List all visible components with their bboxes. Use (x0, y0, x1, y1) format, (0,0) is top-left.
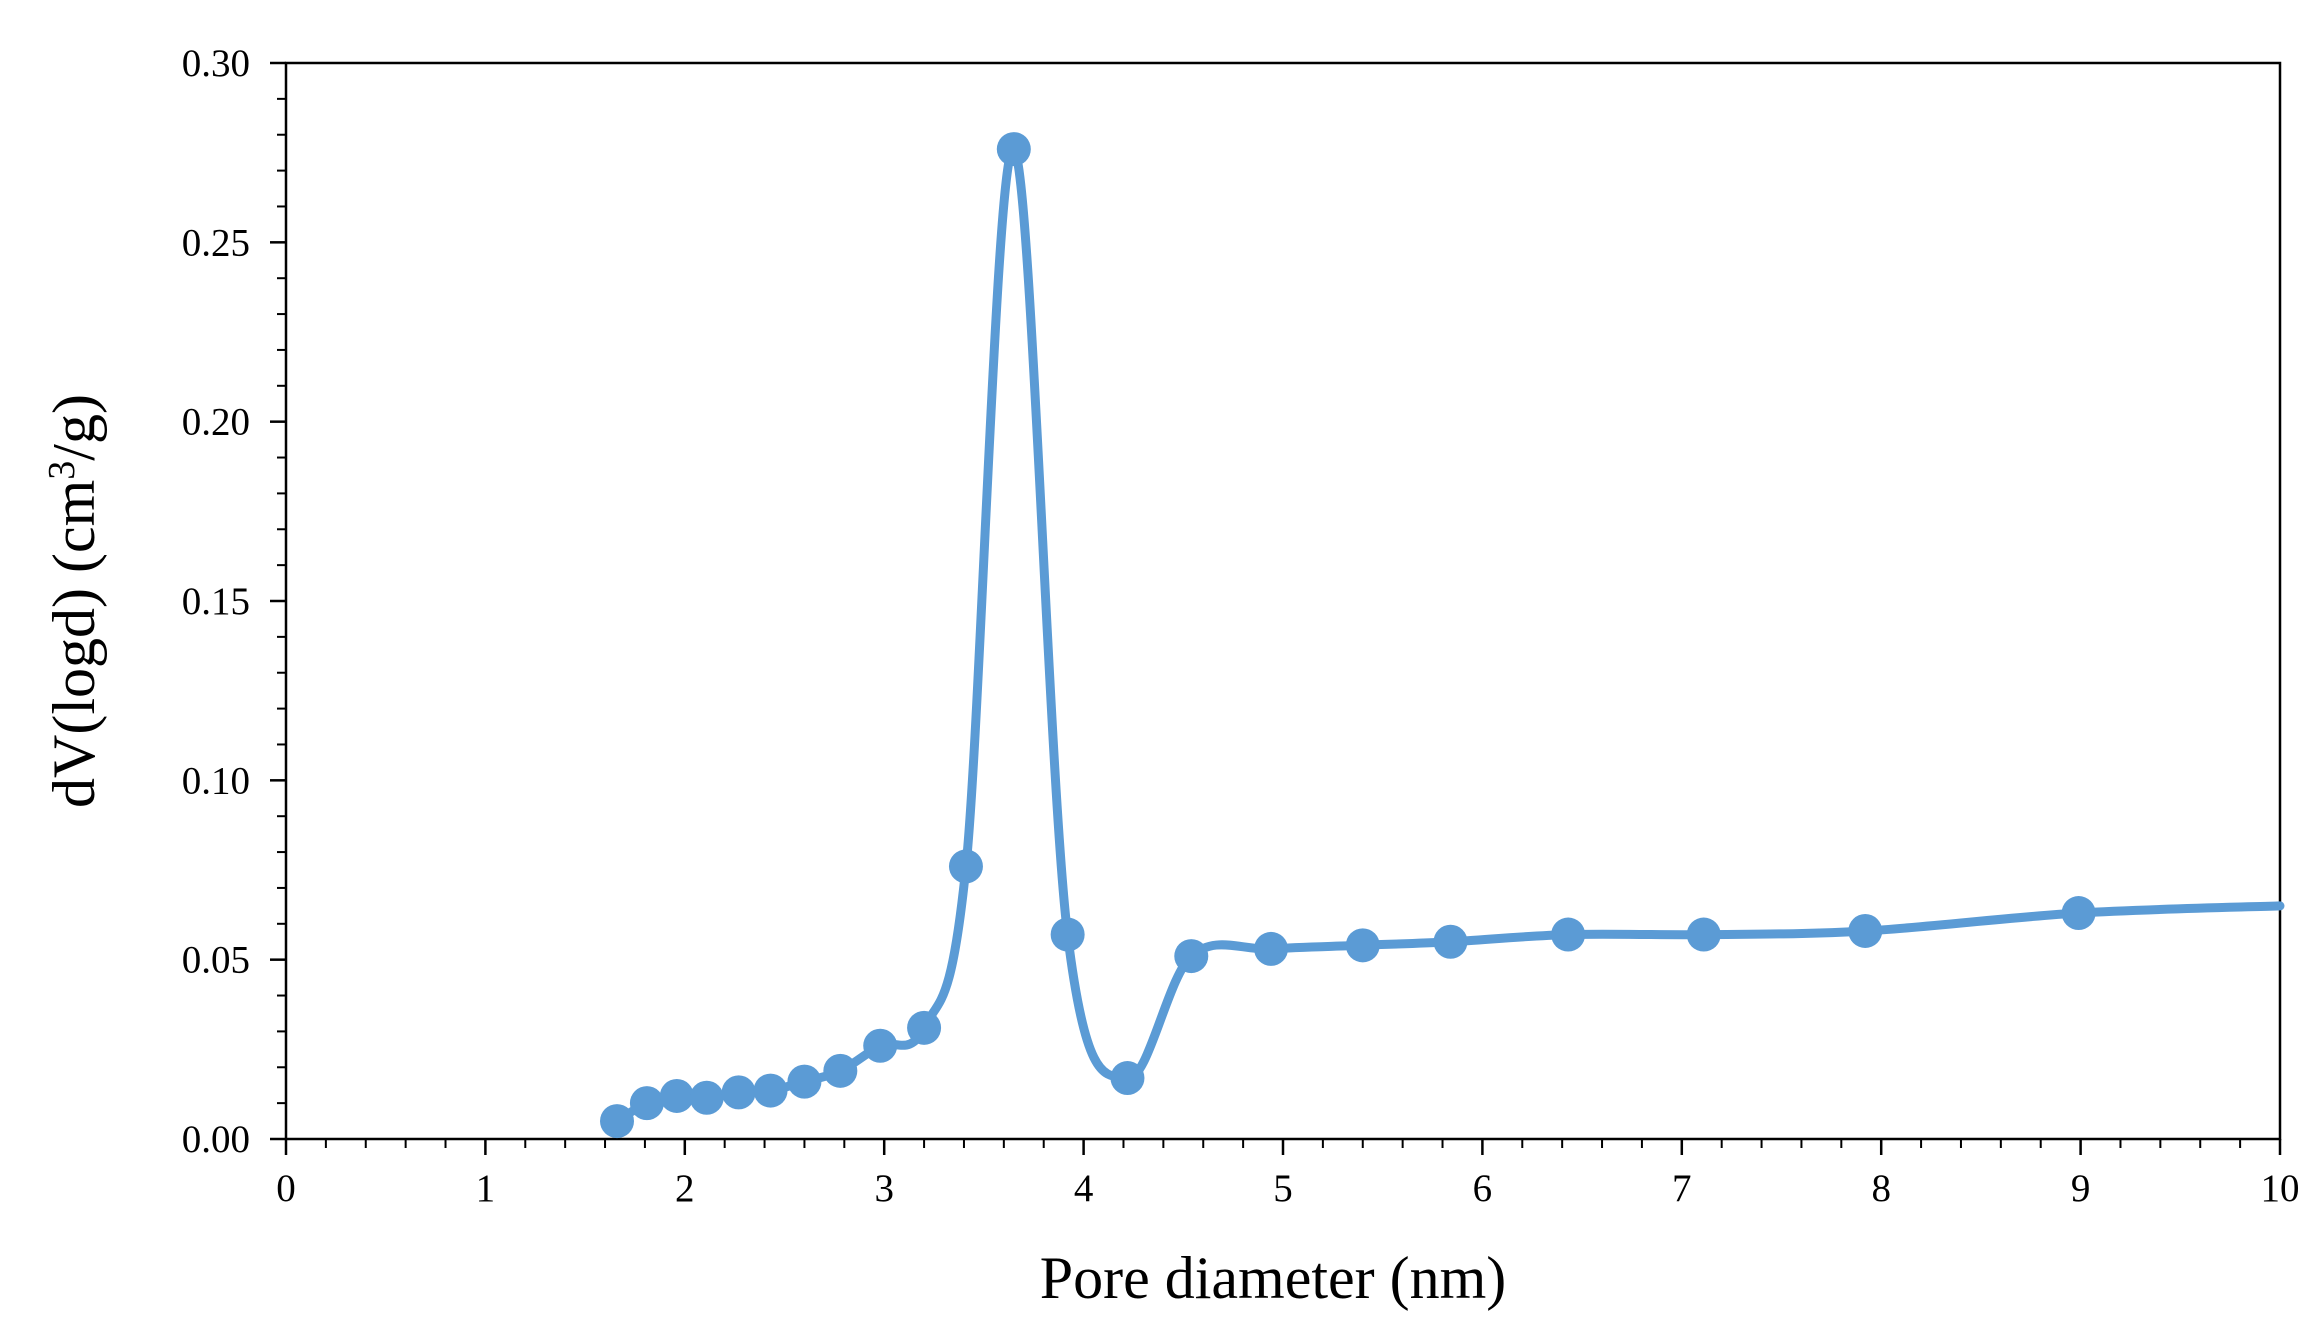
x-tick-label: 3 (874, 1167, 894, 1210)
x-axis-title: Pore diameter (nm) (1040, 1245, 1507, 1311)
series-layer (600, 132, 2285, 1139)
data-point-12 (1050, 917, 1085, 952)
data-point-15 (1254, 931, 1289, 966)
data-point-0 (600, 1104, 635, 1139)
data-point-4 (721, 1075, 756, 1110)
x-tick-label: 0 (276, 1167, 296, 1210)
x-tick-label: 8 (1871, 1167, 1891, 1210)
x-tick-label: 1 (476, 1167, 496, 1210)
labels-layer: Pore diameter (nm) dV(logd) (cm3/g) (41, 394, 1506, 1311)
data-point-3 (689, 1080, 724, 1115)
x-tick-label: 9 (2071, 1167, 2091, 1210)
axes-layer: 0.00 0.05 0.10 0.15 0.20 0.25 0.30 0 1 2 3 4 5 6 7 8 9 10 (182, 42, 2300, 1210)
data-point-5 (753, 1073, 788, 1108)
x-tick-label: 6 (1473, 1167, 1493, 1210)
x-tick-label: 7 (1672, 1167, 1692, 1210)
data-point-8 (863, 1028, 898, 1063)
y-axis-title-main: dV(logd) (cm (41, 480, 107, 808)
data-point-16 (1345, 928, 1380, 963)
series-line-0 (612, 144, 2285, 1126)
y-tick-label: 0.05 (182, 939, 250, 982)
y-tick-label: 0.30 (182, 42, 250, 85)
data-point-10 (948, 849, 983, 884)
y-axis-title-unit: /g) (41, 394, 107, 461)
data-point-14 (1174, 939, 1209, 974)
x-tick-label: 2 (675, 1167, 695, 1210)
y-tick-label: 0.20 (182, 401, 250, 444)
data-point-7 (823, 1053, 858, 1088)
x-tick-label: 4 (1074, 1167, 1094, 1210)
data-point-9 (907, 1010, 942, 1045)
x-tick-label: 5 (1273, 1167, 1293, 1210)
y-tick-label: 0.00 (182, 1118, 250, 1161)
data-point-13 (1110, 1061, 1145, 1096)
data-point-18 (1551, 917, 1586, 952)
y-axis-title-superscript: 3 (41, 461, 83, 480)
y-tick-label: 0.15 (182, 580, 250, 623)
data-point-21 (2061, 896, 2096, 931)
data-point-6 (787, 1064, 822, 1099)
y-tick-label: 0.10 (182, 759, 250, 802)
y-tick-label: 0.25 (182, 221, 250, 264)
data-point-19 (1686, 917, 1721, 952)
data-point-2 (659, 1078, 694, 1113)
data-point-1 (629, 1086, 664, 1121)
x-tick-label: 10 (2261, 1167, 2300, 1210)
data-point-20 (1848, 913, 1883, 948)
plot-frame (284, 61, 2282, 1141)
y-axis-title: dV(logd) (cm3/g) (41, 394, 107, 808)
data-point-11 (996, 132, 1031, 167)
data-point-17 (1433, 924, 1468, 959)
